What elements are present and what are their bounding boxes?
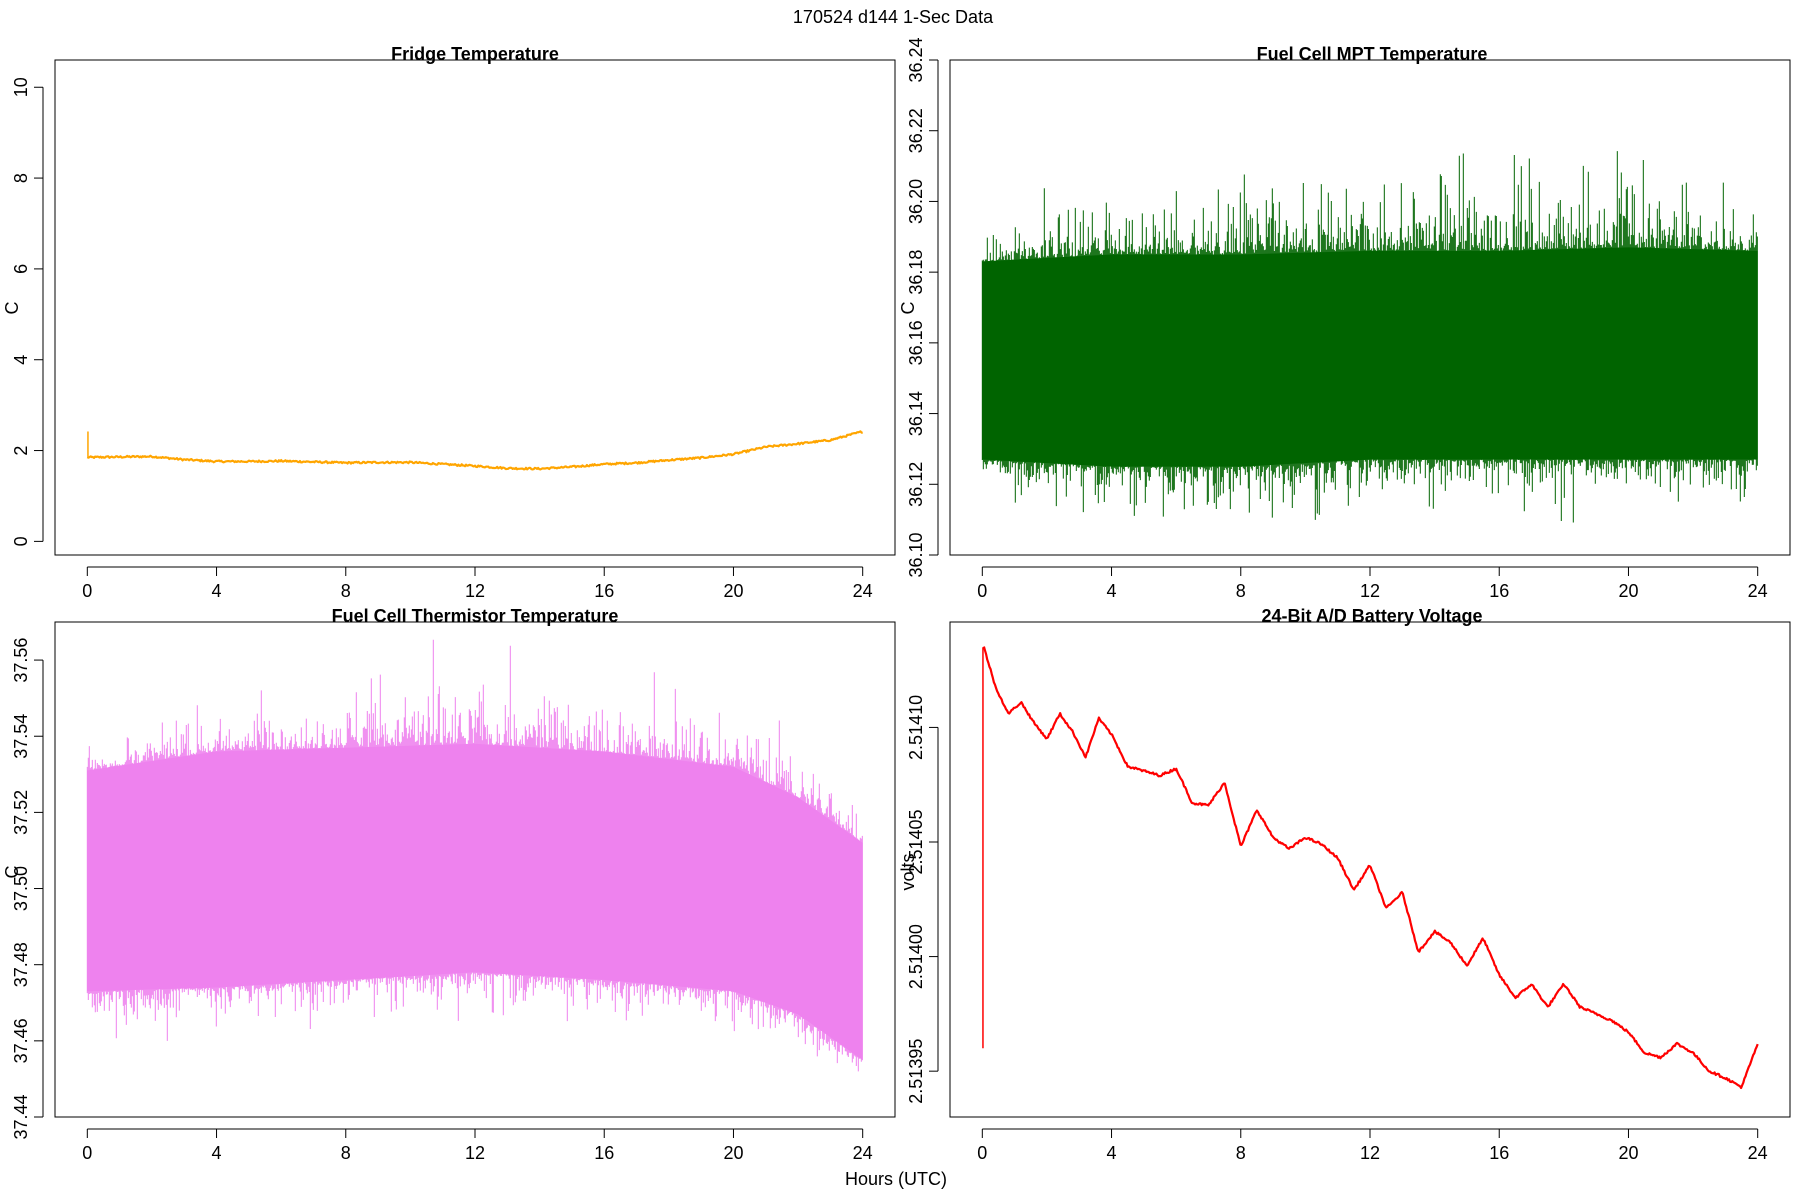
figure-xlabel: Hours (UTC) [845,1169,947,1189]
y-tick-label: 37.44 [11,1094,31,1139]
y-tick-label: 37.46 [11,1018,31,1063]
y-axis-label: C [898,302,918,315]
x-tick-label: 0 [977,581,987,601]
y-tick-label: 2.51395 [906,1039,926,1104]
x-tick-label: 12 [465,1143,485,1163]
battery-voltage-panel: 24-Bit A/D Battery Voltage volts 0 4 8 12 16… [898,606,1791,1163]
y-tick-label: 4 [11,355,31,365]
panel-title: Fuel Cell MPT Temperature [1257,44,1488,64]
series-line [86,430,863,471]
x-tick-label: 4 [212,1143,222,1163]
x-tick-label: 24 [853,1143,873,1163]
y-tick-label: 36.16 [906,320,926,365]
y-tick-label: 36.14 [906,391,926,436]
panel-title: 24-Bit A/D Battery Voltage [1261,606,1482,626]
x-tick-label: 20 [1618,1143,1638,1163]
x-tick-label: 24 [1748,581,1768,601]
x-tick-label: 12 [1360,581,1380,601]
x-tick-label: 0 [977,1143,987,1163]
panel-title: Fridge Temperature [391,44,559,64]
x-tick-label: 4 [212,581,222,601]
x-tick-label: 12 [1360,1143,1380,1163]
fuel-cell-thermistor-temperature-panel: Fuel Cell Thermistor Temperature C 0 4 8 12… [2,606,896,1163]
plot-frame [54,621,896,1118]
y-axis-label: C [2,302,22,315]
y-tick-label: 2.51400 [906,924,926,989]
y-tick-label: 8 [11,173,31,183]
series-line [982,646,1759,1090]
y-tick-label: 0 [11,536,31,546]
y-tick-label: 10 [11,77,31,97]
plot-area [86,639,863,1072]
plot-frame [949,621,1791,1118]
y-tick-label: 2.51410 [906,695,926,760]
y-tick-label: 36.12 [906,462,926,507]
y-tick-label: 36.22 [906,108,926,153]
y-tick-label: 37.52 [11,790,31,835]
x-tick-label: 4 [1107,1143,1117,1163]
plot-frame [54,59,896,556]
panel-title: Fuel Cell Thermistor Temperature [332,606,619,626]
x-tick-label: 16 [1489,581,1509,601]
plot-area [86,430,863,471]
x-tick-label: 12 [465,581,485,601]
plot-area [981,151,1758,523]
x-tick-label: 0 [82,581,92,601]
x-tick-label: 0 [82,1143,92,1163]
y-axis-label: C [2,866,22,879]
plot-area [982,646,1759,1090]
y-tick-label: 36.20 [906,179,926,224]
y-tick-label: 36.10 [906,532,926,577]
x-tick-label: 8 [341,1143,351,1163]
x-tick-label: 24 [1748,1143,1768,1163]
x-tick-label: 20 [1618,581,1638,601]
x-tick-label: 16 [594,1143,614,1163]
x-tick-label: 24 [853,581,873,601]
y-axis-label: volts [898,853,918,890]
x-tick-label: 4 [1107,581,1117,601]
y-tick-label: 36.24 [906,37,926,82]
series-core-band [87,743,863,1060]
figure-title: 170524 d144 1-Sec Data [793,7,994,27]
y-tick-label: 2.51405 [906,809,926,874]
x-tick-label: 8 [1236,581,1246,601]
y-tick-label: 37.54 [11,714,31,759]
fuel-cell-mpt-temperature-panel: Fuel Cell MPT Temperature C 0 4 8 12 16 20 24 3… [898,37,1791,601]
plot-frame [949,59,1791,556]
y-tick-label: 37.56 [11,638,31,683]
series-core-band [982,247,1758,467]
y-tick-label: 37.50 [11,866,31,911]
x-tick-label: 20 [723,581,743,601]
x-tick-label: 8 [341,581,351,601]
x-tick-label: 16 [594,581,614,601]
x-tick-label: 20 [723,1143,743,1163]
x-tick-label: 16 [1489,1143,1509,1163]
x-tick-label: 8 [1236,1143,1246,1163]
y-tick-label: 2 [11,446,31,456]
y-tick-label: 6 [11,264,31,274]
y-tick-label: 36.18 [906,250,926,295]
y-tick-label: 37.48 [11,942,31,987]
